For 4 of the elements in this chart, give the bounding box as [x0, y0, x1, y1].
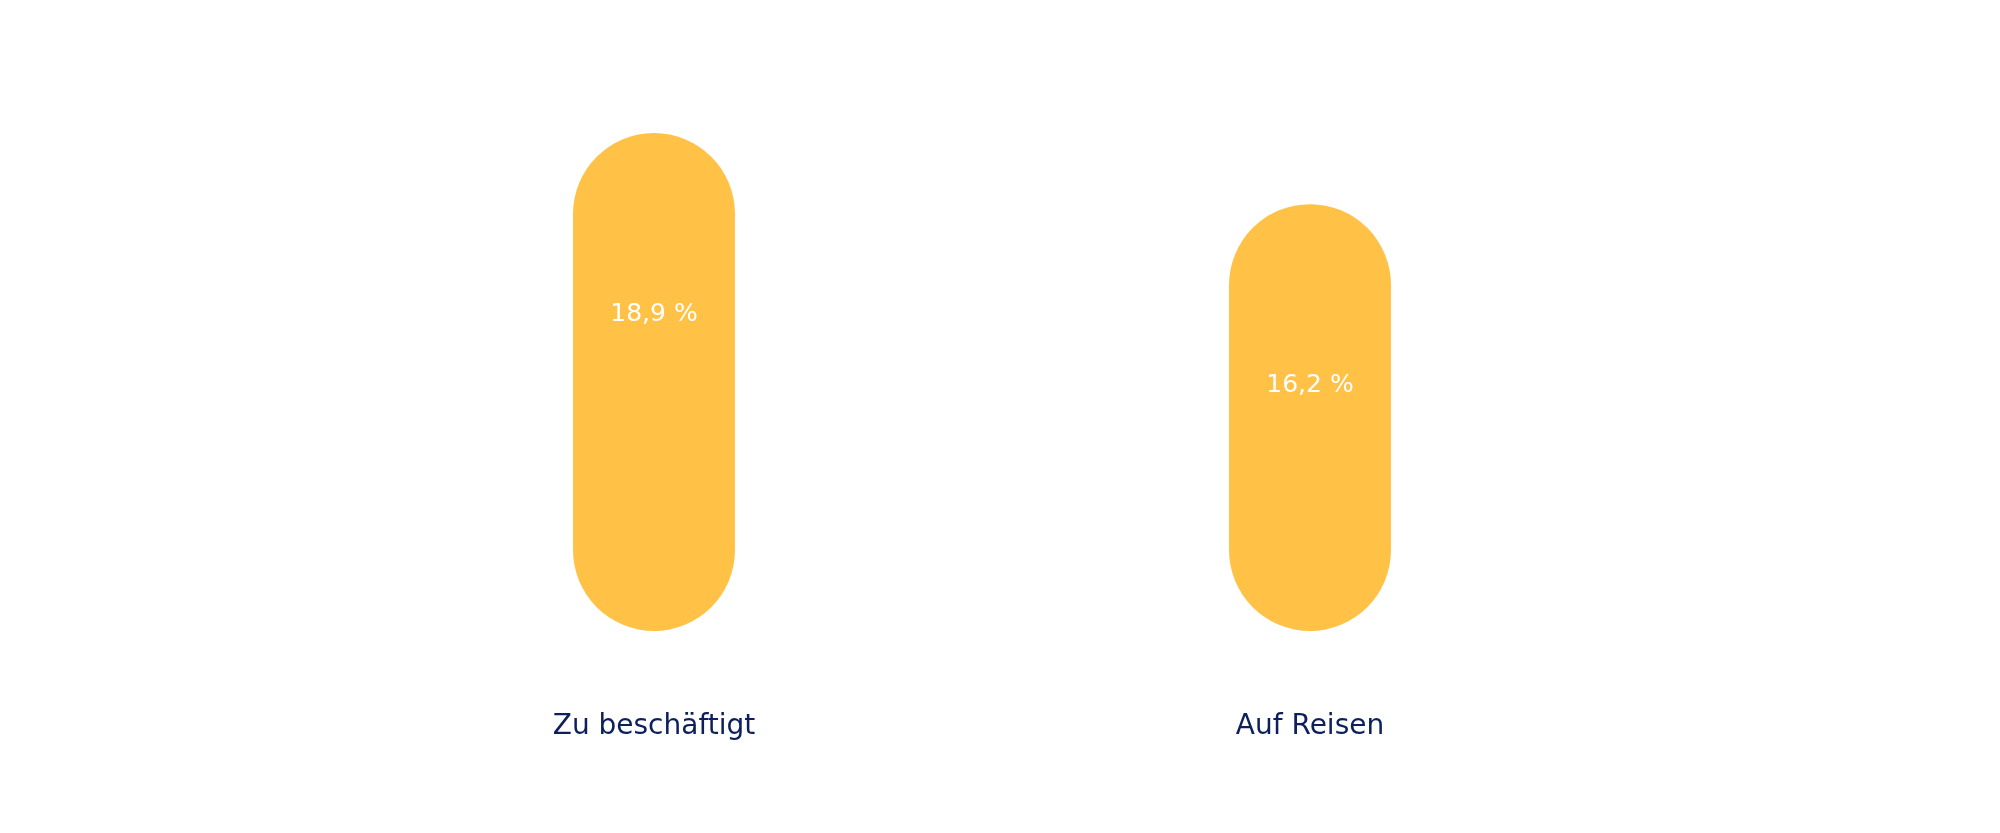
x-tick-label: Auf Reisen: [1235, 708, 1385, 741]
x-tick-label: Zu beschäftigt: [552, 708, 756, 741]
data-label: 16,2 %: [1266, 368, 1354, 398]
data-label: 18,9 %: [610, 297, 698, 327]
